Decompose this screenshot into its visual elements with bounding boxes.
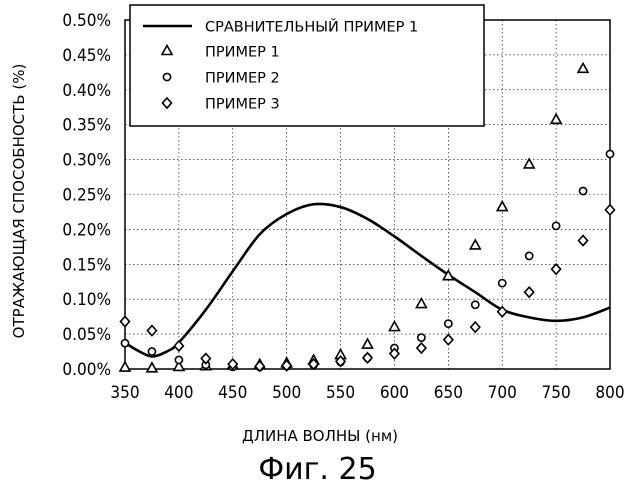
triangle-marker: [416, 299, 426, 308]
circle-marker: [175, 356, 182, 363]
triangle-marker: [120, 362, 130, 371]
diamond-marker: [525, 287, 534, 297]
series-1: [125, 204, 610, 357]
diamond-marker: [121, 317, 130, 327]
x-tick-label: 400: [164, 383, 193, 403]
y-tick-label: 0.05%: [62, 325, 111, 345]
circle-marker: [553, 222, 560, 229]
y-tick-label: 0.30%: [62, 151, 111, 171]
circle-marker: [418, 334, 425, 341]
circle-marker: [579, 187, 586, 194]
diamond-marker: [363, 353, 372, 363]
y-tick-label: 0.20%: [62, 220, 111, 240]
x-tick-labels: 350 400 450 500 550 600 650 700 750 800: [110, 383, 624, 403]
triangle-marker: [578, 63, 588, 72]
triangle-marker: [363, 339, 373, 348]
triangle-marker: [497, 202, 507, 211]
circle-marker: [121, 340, 128, 347]
diamond-marker: [552, 264, 561, 274]
circle-marker: [472, 301, 479, 308]
triangle-marker: [524, 159, 534, 168]
y-tick-label: 0.50%: [62, 11, 111, 31]
x-tick-label: 750: [542, 383, 571, 403]
legend-label: ПРИМЕР 2: [205, 71, 280, 87]
diamond-marker: [147, 326, 156, 336]
x-tick-label: 800: [595, 383, 624, 403]
comparative-example-curve: [125, 204, 610, 357]
x-axis-label: ДЛИНА ВОЛНЫ (нм): [242, 427, 398, 445]
x-tick-label: 600: [380, 383, 409, 403]
triangle-marker: [551, 114, 561, 123]
legend-label: ПРИМЕР 3: [205, 97, 280, 113]
diamond-marker: [444, 335, 453, 345]
x-tick-label: 500: [272, 383, 301, 403]
x-tick-label: 550: [326, 383, 355, 403]
circle-marker: [148, 348, 155, 355]
diamond-marker: [471, 322, 480, 332]
x-tick-label: 450: [218, 383, 247, 403]
y-tick-label: 0.35%: [62, 116, 111, 136]
x-tick-label: 700: [488, 383, 517, 403]
circle-marker: [606, 150, 613, 157]
legend-circle-marker: [163, 73, 170, 80]
y-tick-labels: 0.00% 0.05% 0.10% 0.15% 0.20% 0.25% 0.30% 0.35%…: [62, 11, 111, 380]
legend-label: СРАВНИТЕЛЬНЫЙ ПРИМЕР 1: [205, 18, 418, 36]
y-tick-label: 0.00%: [62, 360, 111, 380]
triangle-marker: [389, 322, 399, 331]
y-axis-label: ОТРАЖАЮЩАЯ СПОСОБНОСТЬ (%): [10, 64, 28, 339]
y-tick-label: 0.10%: [62, 290, 111, 310]
y-tick-label: 0.40%: [62, 81, 111, 101]
x-tick-label: 650: [434, 383, 463, 403]
x-tick-label: 350: [110, 383, 139, 403]
legend-label: ПРИМЕР 1: [205, 45, 280, 61]
y-tick-label: 0.25%: [62, 186, 111, 206]
figure-caption: Фиг. 25: [0, 452, 635, 487]
diamond-marker: [606, 205, 615, 215]
diamond-marker: [417, 343, 426, 353]
circle-marker: [526, 252, 533, 259]
diamond-marker: [174, 341, 183, 351]
y-tick-label: 0.15%: [62, 255, 111, 275]
y-tick-label: 0.45%: [62, 46, 111, 66]
triangle-marker: [470, 240, 480, 249]
diamond-marker: [579, 236, 588, 246]
legend: СРАВНИТЕЛЬНЫЙ ПРИМЕР 1 ПРИМЕР 1 ПРИМЕР 2 ПР…: [130, 5, 484, 126]
circle-marker: [445, 320, 452, 327]
circle-marker: [499, 280, 506, 287]
triangle-marker: [147, 363, 157, 372]
